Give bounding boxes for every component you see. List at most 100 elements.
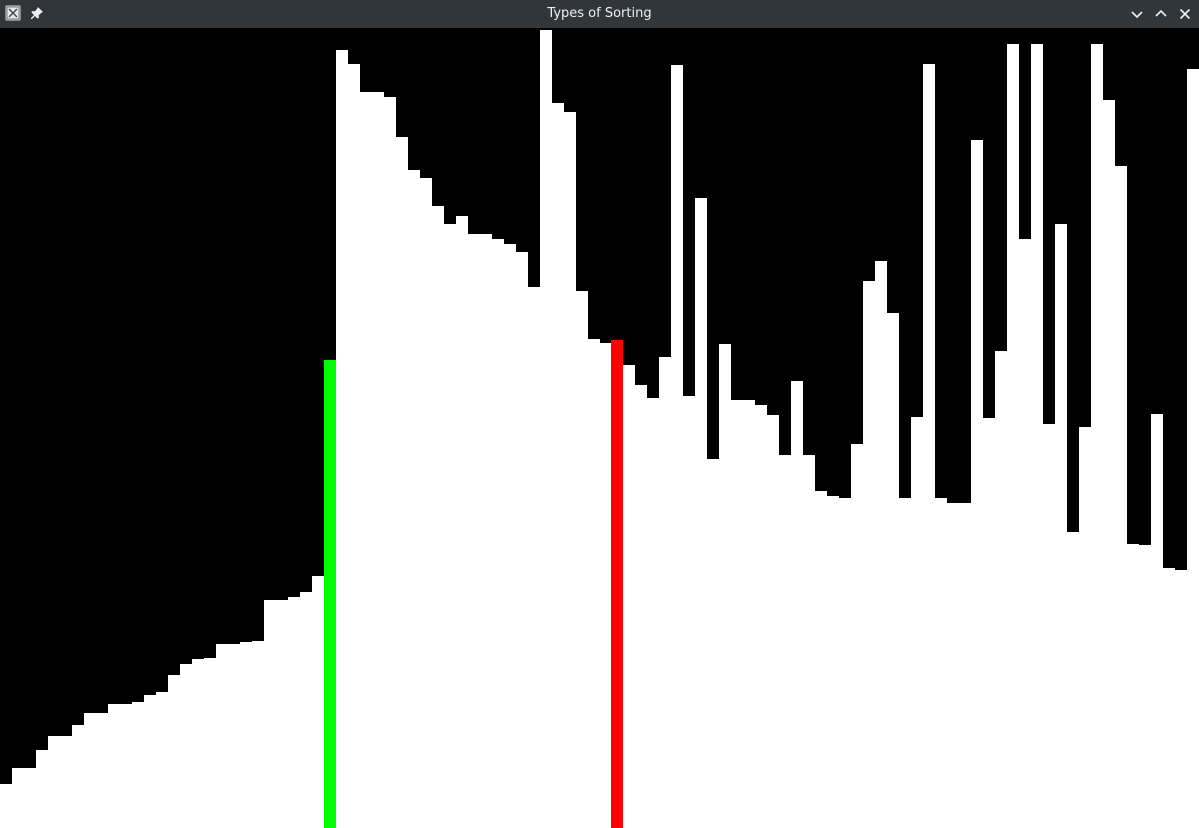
sort-bar xyxy=(1043,424,1055,828)
sort-bar xyxy=(600,343,611,828)
sort-bar-swap xyxy=(611,340,623,828)
sort-bar xyxy=(264,600,276,828)
maximize-button[interactable] xyxy=(1151,4,1171,24)
sort-bar xyxy=(1067,532,1079,828)
sort-bar xyxy=(1019,239,1031,828)
sort-bar xyxy=(192,659,204,828)
title-bar[interactable]: Types of Sorting xyxy=(0,0,1199,28)
sort-bar xyxy=(552,103,564,828)
sort-bar xyxy=(108,704,120,828)
sort-bar xyxy=(528,287,540,828)
sort-bar xyxy=(240,642,252,828)
sort-bar xyxy=(1139,545,1151,828)
sort-bar xyxy=(779,455,791,828)
sort-bar xyxy=(396,137,408,828)
sort-bar xyxy=(1187,69,1199,828)
sort-bar xyxy=(683,396,695,828)
chevron-down-icon xyxy=(1131,11,1143,19)
sort-bar xyxy=(647,398,659,828)
sort-bar xyxy=(480,234,492,828)
sort-bar xyxy=(767,415,779,828)
sort-bar xyxy=(983,418,995,828)
sort-bar xyxy=(432,206,444,828)
sort-bar xyxy=(288,597,300,828)
close-icon xyxy=(1179,8,1191,20)
sort-bar xyxy=(1031,44,1043,828)
chevron-up-icon xyxy=(1155,9,1167,17)
sort-bar xyxy=(0,784,12,828)
sort-bar xyxy=(180,664,192,828)
close-button[interactable] xyxy=(1175,4,1195,24)
sort-bar xyxy=(564,112,576,828)
sort-bar xyxy=(576,291,588,828)
sort-bar xyxy=(1091,44,1103,828)
sort-bar xyxy=(923,64,935,828)
sort-bar xyxy=(695,198,707,828)
sort-bar xyxy=(336,50,348,828)
sort-bar xyxy=(384,97,396,828)
sort-bar xyxy=(863,281,875,828)
sort-bar xyxy=(803,455,815,828)
sort-bar xyxy=(1151,414,1163,828)
sort-bar xyxy=(815,491,827,828)
sort-bar xyxy=(36,750,48,828)
sort-bar xyxy=(132,702,144,828)
sort-bar xyxy=(588,339,600,828)
app-icon[interactable] xyxy=(5,5,21,21)
sort-bar xyxy=(935,498,947,828)
sort-bar xyxy=(468,234,480,828)
sort-bar xyxy=(156,692,168,828)
sort-bar xyxy=(276,600,288,828)
sort-bar xyxy=(372,92,384,828)
sort-bar xyxy=(635,385,647,828)
sort-bar xyxy=(252,641,264,828)
sort-bar xyxy=(300,592,312,828)
sort-bar xyxy=(1103,100,1115,828)
sort-bar xyxy=(671,65,683,828)
sort-bar xyxy=(204,658,216,828)
sort-bar xyxy=(719,344,731,828)
sort-bar xyxy=(492,239,504,828)
sort-bar xyxy=(540,30,552,828)
sort-bar xyxy=(24,768,36,828)
sort-bar xyxy=(516,252,528,828)
sort-bar xyxy=(755,405,767,828)
sort-bar xyxy=(12,768,24,828)
sort-bar xyxy=(731,400,743,828)
sort-bar xyxy=(144,695,156,828)
sort-bar xyxy=(1163,568,1175,828)
sort-bar xyxy=(72,725,84,828)
sort-bar xyxy=(1127,544,1139,828)
minimize-button[interactable] xyxy=(1127,4,1147,24)
pin-icon[interactable] xyxy=(29,5,45,21)
sort-bar xyxy=(228,644,240,828)
sort-bar xyxy=(851,444,863,828)
sort-bar xyxy=(659,357,671,828)
sort-bar xyxy=(827,496,839,828)
sort-bar xyxy=(947,503,959,828)
sort-bar-compare xyxy=(324,360,336,828)
sort-bar xyxy=(444,224,456,828)
sort-bar xyxy=(120,704,132,828)
sort-bar xyxy=(312,576,324,828)
sort-bar xyxy=(84,713,96,828)
sort-bar xyxy=(911,417,923,828)
window-title: Types of Sorting xyxy=(547,6,652,21)
sort-bar xyxy=(504,244,516,828)
sort-bar xyxy=(791,381,803,828)
sort-bar xyxy=(743,400,755,828)
sort-bar xyxy=(623,365,635,828)
sort-bar xyxy=(875,261,887,828)
sort-bar xyxy=(216,644,228,828)
sort-bar xyxy=(360,92,372,828)
sort-bar xyxy=(48,736,60,828)
sort-bar xyxy=(408,170,420,828)
sort-bar xyxy=(1175,570,1187,828)
sort-bar xyxy=(1007,44,1019,828)
sort-bar xyxy=(1055,224,1067,828)
sort-bar xyxy=(959,503,971,828)
sort-bar xyxy=(60,736,72,828)
sort-bar xyxy=(887,313,899,828)
sort-bar xyxy=(456,216,468,828)
